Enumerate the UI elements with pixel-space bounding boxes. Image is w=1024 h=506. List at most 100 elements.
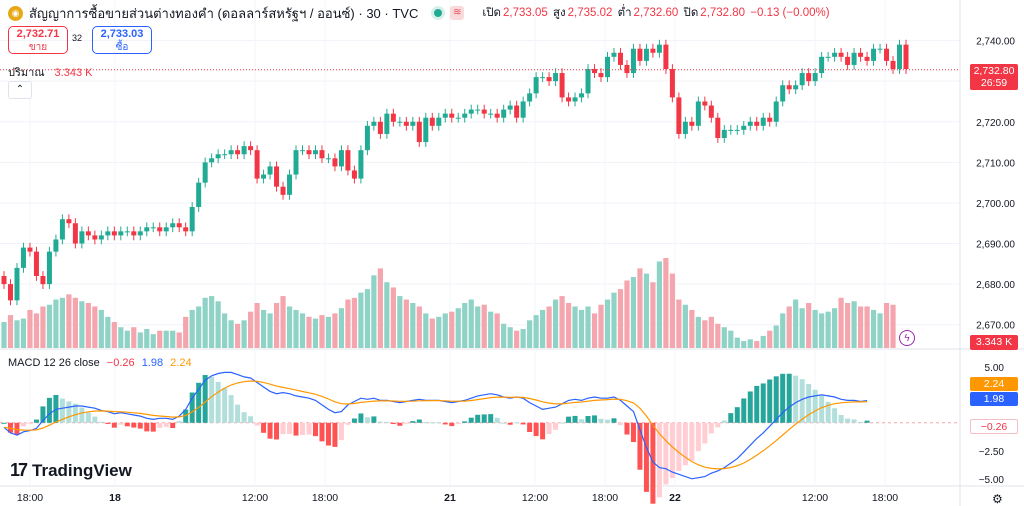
volume-bar	[462, 303, 468, 348]
macd-histogram-bar	[72, 403, 78, 423]
candle-body	[734, 129, 740, 131]
candle-body	[695, 101, 701, 126]
macd-tick-label: −2.50	[979, 447, 1005, 458]
macd-histogram-bar	[676, 422, 682, 471]
candle-body	[858, 52, 864, 57]
candle-body	[501, 109, 507, 118]
wave-icon[interactable]: ≋	[450, 6, 465, 20]
volume-bar	[799, 308, 805, 348]
candle-body	[442, 113, 448, 118]
macd-histogram-bar	[455, 422, 461, 424]
candle-body	[274, 166, 280, 187]
candle-body	[144, 227, 150, 232]
candle-body	[105, 231, 111, 236]
volume-bar	[585, 306, 591, 348]
volume-bar	[812, 309, 818, 348]
volume-bar	[838, 297, 844, 348]
macd-histogram-bar	[793, 375, 799, 423]
volume-bar	[14, 320, 20, 348]
volume-bar	[637, 268, 643, 348]
macd-histogram-bar	[819, 394, 825, 423]
candle-body	[604, 56, 610, 78]
time-tick-label: 22	[669, 492, 681, 504]
macd-histogram-bar	[650, 422, 656, 504]
candle-body	[884, 48, 890, 61]
price-tick-label: 2,690.00	[976, 240, 1015, 251]
volume-bar	[98, 309, 104, 348]
volume-bar	[33, 313, 40, 348]
time-tick-label: 18:00	[17, 492, 43, 504]
volume-bar	[864, 306, 870, 348]
volume-bar	[228, 320, 234, 348]
volume-bar	[442, 313, 448, 348]
macd-histogram-bar	[533, 422, 539, 437]
price-tick-label: 2,710.00	[976, 158, 1015, 169]
volume-bar	[780, 313, 786, 348]
volume-bar	[196, 306, 202, 348]
candle-body	[838, 52, 844, 57]
macd-histogram-bar	[845, 418, 851, 423]
volume-bar	[27, 309, 33, 348]
candle-body	[423, 117, 429, 143]
macd-histogram-bar	[40, 406, 46, 423]
candle-body	[514, 105, 520, 118]
candle-body	[669, 69, 675, 98]
macd-histogram-bar	[403, 422, 409, 424]
candle-body	[494, 113, 500, 118]
collapse-legend-button[interactable]: ⌃	[8, 81, 32, 99]
time-tick-label: 12:00	[242, 492, 268, 504]
candle-body	[118, 231, 124, 236]
time-tick-label: 12:00	[522, 492, 548, 504]
macd-histogram-bar	[689, 422, 695, 461]
candle-body	[228, 150, 234, 155]
macd-histogram-bar	[241, 412, 247, 423]
macd-histogram-bar	[358, 413, 364, 423]
candle-body	[637, 48, 643, 61]
volume-bar	[286, 306, 293, 348]
macd-histogram-bar	[118, 422, 124, 425]
sell-button[interactable]: 2,732.71 ขาย	[8, 26, 68, 54]
macd-histogram-bar	[806, 383, 812, 423]
macd-histogram-bar	[494, 417, 500, 423]
tradingview-logo[interactable]: 17 TradingView	[10, 460, 132, 480]
macd-histogram-bar	[312, 422, 318, 437]
volume-bar	[870, 309, 877, 348]
macd-histogram-bar	[643, 422, 649, 492]
candle-body	[235, 150, 241, 155]
candle-body	[436, 117, 442, 126]
volume-bar	[384, 282, 390, 348]
candle-body	[338, 150, 344, 167]
volume-bar	[1, 322, 7, 348]
candle-body	[819, 56, 825, 74]
volume-bar	[351, 297, 358, 348]
candle-body	[533, 77, 539, 94]
volume-bar	[624, 280, 630, 348]
macd-histogram-bar	[656, 422, 662, 498]
volume-bar	[715, 323, 721, 348]
candle-body	[462, 113, 468, 118]
volume-bar	[189, 309, 195, 348]
volume-bar	[209, 296, 215, 348]
volume-bar	[403, 299, 409, 348]
volume-bar	[702, 320, 708, 348]
symbol-title[interactable]: สัญญาการซื้อขายส่วนต่างทองคำ (ดอลลาร์สหร…	[29, 5, 419, 21]
volume-bar	[598, 304, 604, 348]
gold-coin-icon[interactable]: ◉	[8, 5, 23, 21]
lightning-icon[interactable]: ϟ	[899, 330, 915, 346]
macd-histogram-bar	[416, 419, 422, 423]
volume-bar	[273, 303, 280, 348]
candle-body	[475, 109, 481, 111]
buy-button[interactable]: 2,733.03 ซื้อ	[92, 26, 152, 54]
macd-histogram-bar	[611, 418, 617, 423]
candle-body	[345, 150, 351, 171]
time-tick-label: 18:00	[312, 492, 338, 504]
volume-bar	[832, 308, 838, 348]
volume-bar	[747, 339, 753, 348]
macd-legend[interactable]: MACD 12 26 close −0.26 1.98 2.24	[8, 357, 192, 369]
volume-bar	[617, 289, 624, 348]
settings-gear-icon[interactable]: ⚙	[992, 492, 1003, 506]
time-tick-label: 21	[444, 492, 456, 504]
volume-bar	[728, 330, 734, 348]
volume-legend[interactable]: ปริมาณ 3.343 K	[8, 67, 93, 79]
